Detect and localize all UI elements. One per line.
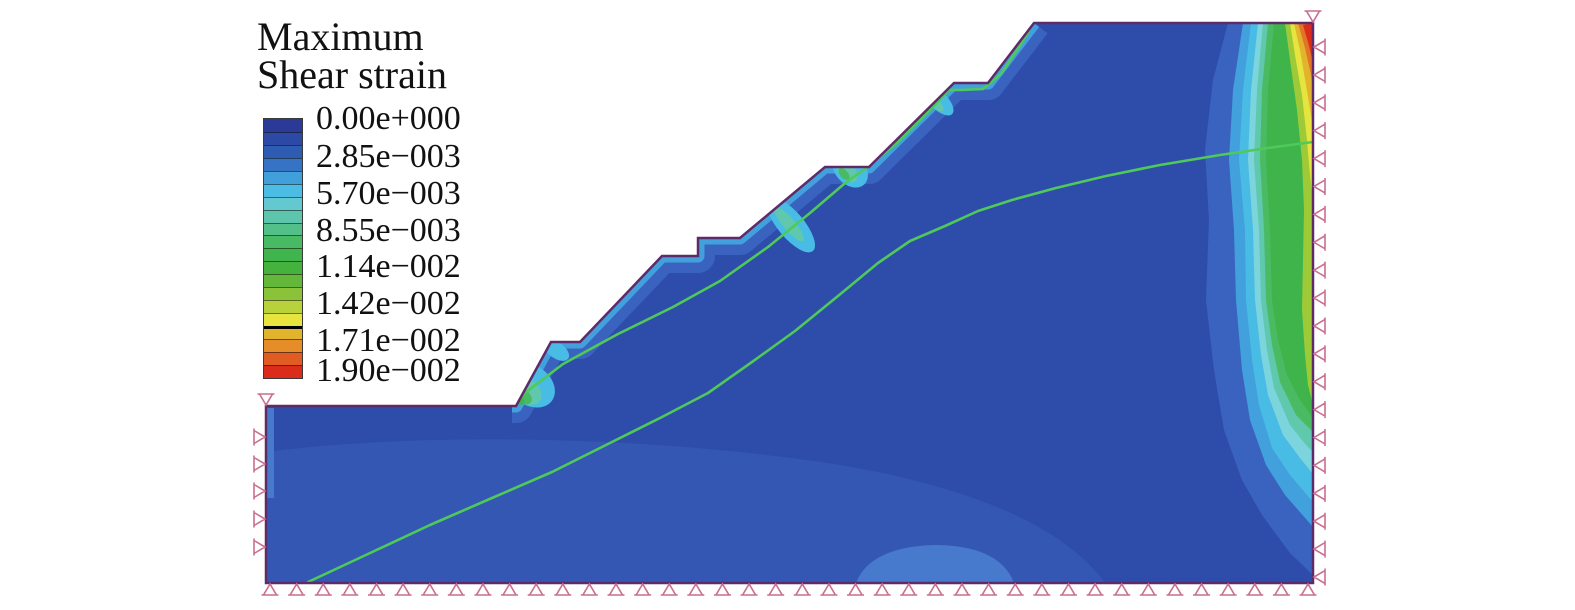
strain-pocket-6 [774,206,804,242]
colorbar-band-11 [264,261,302,275]
legend-title-line2: Shear strain [257,52,447,97]
colorbar-band-17 [264,338,302,352]
model-boundary-outline [264,21,1315,585]
colorbar-band-5 [264,183,302,197]
legend-label-7: 1.90e−002 [316,352,461,390]
colorbar-band-8 [264,222,302,236]
contour-field [266,23,1313,583]
deep-slip-line [306,140,1313,583]
colorbar-band-0 [264,119,302,132]
legend-label-0: 0.00e+000 [316,100,461,138]
colorbar-band-19 [264,364,302,378]
colorbar-band-15 [264,313,302,326]
colorbar-band-2 [264,144,302,158]
colorbar-band-12 [264,274,302,288]
bottom-center-blob [856,545,1014,583]
colorbar-band-14 [264,300,302,314]
legend-label-2: 5.70e−003 [316,175,461,213]
legend-label-4: 1.14e−002 [316,248,461,286]
boundary-condition-markers [253,10,1326,596]
colorbar-band-16 [264,326,302,339]
colorbar-band-1 [264,131,302,145]
colorbar-band-10 [264,248,302,262]
legend-title-line1: Maximum [257,14,424,59]
legend-label-3: 8.55e−003 [316,212,461,250]
colorbar-band-6 [264,196,302,210]
colorbar-band-9 [264,235,302,249]
colorbar [263,118,303,379]
legend-title: Maximum Shear strain [257,14,447,97]
colorbar-band-3 [264,157,302,171]
legend-label-5: 1.42e−002 [316,285,461,323]
legend: Maximum Shear strain 0.00e+000 2.85e−003 5… [0,0,520,420]
colorbar-band-4 [264,170,302,184]
lighter-lower-region [266,439,1105,583]
strain-pocket-9 [838,168,850,180]
right-band-11 [1303,23,1313,62]
colorbar-band-13 [264,287,302,301]
colorbar-band-18 [264,351,302,365]
legend-label-1: 2.85e−003 [316,138,461,176]
colorbar-band-7 [264,209,302,223]
legend-label-6: 1.71e−002 [316,322,461,360]
